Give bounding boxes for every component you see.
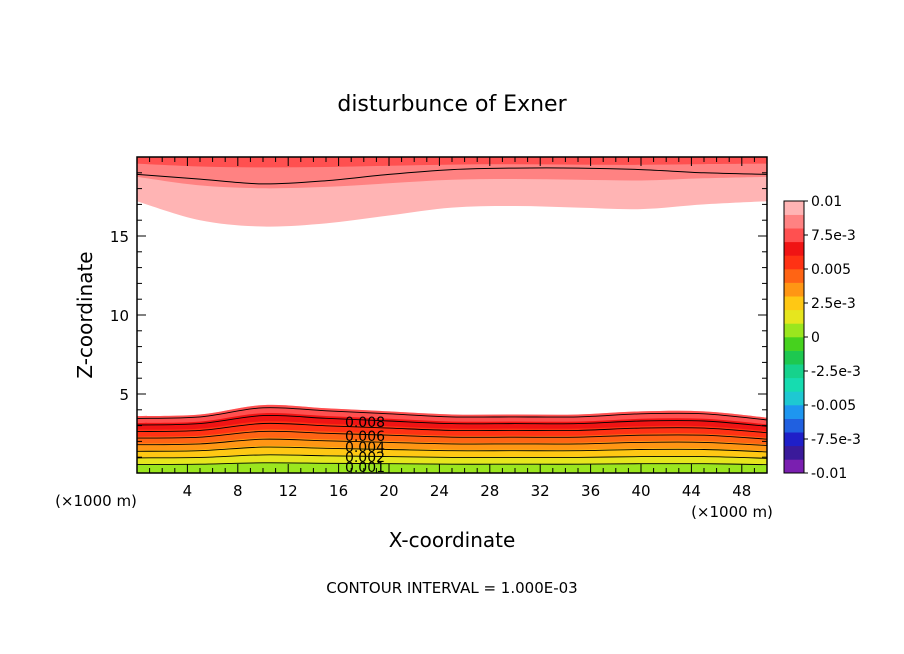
upper-band: [137, 157, 767, 168]
colorbar-swatch: [784, 418, 804, 433]
x-tick-label: 36: [581, 482, 600, 500]
surface-contour-line: [137, 430, 767, 440]
colorbar-swatch: [784, 337, 804, 351]
colorbar-swatch: [784, 241, 804, 256]
colorbar-swatch: [784, 214, 804, 229]
x-tick-label: 8: [233, 482, 243, 500]
surface-contour-line: [137, 446, 767, 453]
contour-label: 0.008: [345, 415, 385, 431]
colorbar-swatch: [784, 432, 804, 447]
colorbar-swatch: [784, 228, 804, 243]
x-tick-label: 16: [329, 482, 348, 500]
contour-field: [137, 157, 767, 473]
chart-title: disturbunce of Exner: [337, 92, 567, 117]
x-tick-label: 32: [531, 482, 550, 500]
colorbar-swatch: [784, 282, 804, 297]
colorbar-label: 2.5e-3: [811, 296, 856, 312]
x-tick-label: 28: [480, 482, 499, 500]
colorbar-swatch: [784, 255, 804, 270]
y-axis: 5 10 15: [110, 172, 767, 458]
contour-label: 0.002: [345, 450, 385, 466]
colorbar-swatch: [784, 296, 804, 311]
y-tick-label: 10: [110, 307, 129, 325]
colorbar-swatch: [784, 459, 804, 474]
x-tick-label: 40: [631, 482, 650, 500]
x-axis-unit-right: (×1000 m): [691, 503, 773, 521]
surface-contour-line: [137, 462, 767, 466]
colorbar-swatch: [784, 405, 804, 419]
surface-contour-line: [137, 454, 767, 459]
y-tick-label: 5: [119, 386, 129, 404]
colorbar-label: 0.01: [811, 194, 842, 210]
colorbar-label: -7.5e-3: [811, 432, 861, 448]
x-tick-label: 48: [732, 482, 751, 500]
contour-label: 0.001: [345, 460, 385, 476]
surface-contour-line: [137, 407, 767, 421]
colorbar-swatch: [784, 323, 804, 338]
y-tick-label: 15: [110, 228, 129, 246]
x-tick-label: 24: [430, 482, 449, 500]
x-tick-label: 12: [279, 482, 298, 500]
x-tick-label: 20: [379, 482, 398, 500]
upper-contour-line: [137, 167, 767, 185]
colorbar-swatch: [784, 364, 804, 379]
colorbar-swatch: [784, 377, 804, 392]
colorbar-swatch: [784, 350, 804, 365]
x-axis: 4 8 12 16 20 24 28 32 36 40 44 48: [149, 157, 755, 500]
y-axis-label: Z-coordinate: [73, 251, 97, 378]
colorbar-label: -2.5e-3: [811, 364, 861, 380]
colorbar-swatch: [784, 269, 804, 283]
x-axis-label: X-coordinate: [389, 528, 516, 552]
surface-contour-line: [137, 422, 767, 434]
colorbar-label: 0: [811, 330, 820, 346]
contour-label: 0.006: [345, 429, 385, 445]
colorbar-label: 7.5e-3: [811, 228, 856, 244]
colorbar-swatch: [784, 201, 804, 215]
colorbar-swatch: [784, 445, 804, 460]
surface-band: [137, 462, 767, 473]
colorbar-label: -0.01: [811, 466, 847, 482]
colorbar-label: -0.005: [811, 398, 856, 414]
contour-labels: 0.008 0.006 0.004 0.002 0.001: [345, 415, 385, 476]
colorbar: 0.01 7.5e-3 0.005 2.5e-3 0 -2.5e-3 -0.005 -7.5e…: [783, 194, 861, 482]
x-axis-unit-left: (×1000 m): [55, 492, 137, 510]
contour-interval-note: CONTOUR INTERVAL = 1.000E-03: [326, 579, 577, 597]
surface-contour-line: [137, 438, 767, 446]
colorbar-swatch: [784, 309, 804, 324]
x-tick-label: 4: [183, 482, 193, 500]
colorbar-label: 0.005: [811, 262, 851, 278]
contour-label: 0.004: [345, 440, 385, 456]
surface-contour-line: [137, 414, 767, 427]
colorbar-swatch: [784, 391, 804, 406]
x-tick-label: 44: [682, 482, 701, 500]
